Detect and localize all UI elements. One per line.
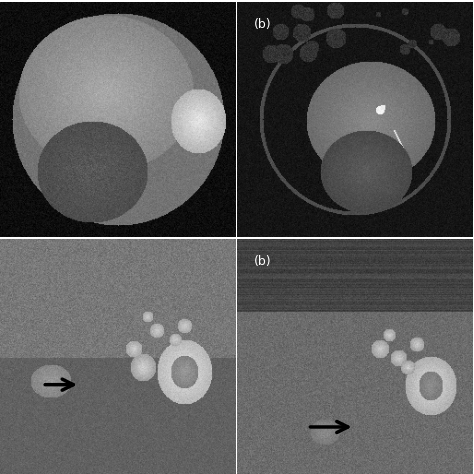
Text: (b): (b) [254, 18, 271, 31]
Text: (b): (b) [254, 255, 271, 268]
